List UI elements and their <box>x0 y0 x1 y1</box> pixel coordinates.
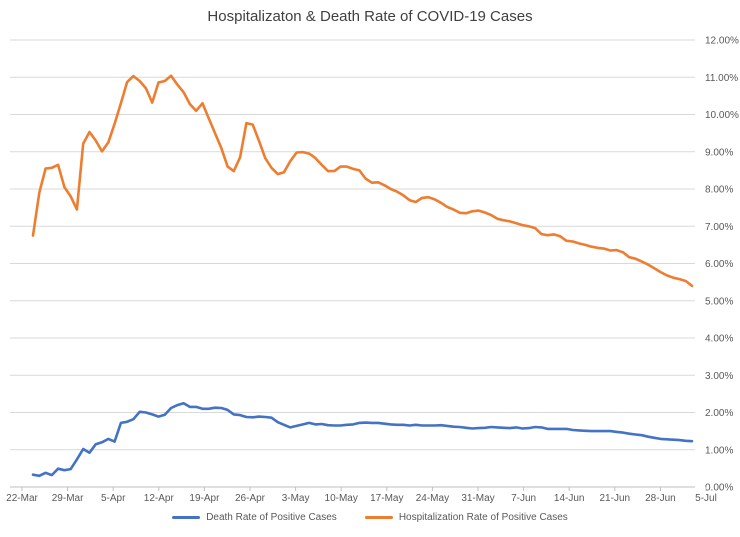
x-tick-label: 26-Apr <box>235 493 266 504</box>
x-tick-label: 28-Jun <box>645 493 676 504</box>
x-tick-label: 5-Jul <box>695 493 717 504</box>
x-tick-label: 7-Jun <box>511 493 536 504</box>
x-tick-label: 12-Apr <box>144 493 175 504</box>
y-tick-label: 9.00% <box>705 147 733 158</box>
y-tick-label: 5.00% <box>705 296 733 307</box>
y-tick-label: 10.00% <box>705 110 739 121</box>
x-tick-label: 19-Apr <box>189 493 220 504</box>
y-tick-label: 7.00% <box>705 222 733 233</box>
y-tick-label: 12.00% <box>705 36 739 47</box>
legend-item-death-rate: Death Rate of Positive Cases <box>172 512 337 523</box>
y-tick-label: 11.00% <box>705 73 738 84</box>
y-tick-label: 6.00% <box>705 259 733 270</box>
x-tick-label: 21-Jun <box>600 493 631 504</box>
legend-label-hospitalization-rate: Hospitalization Rate of Positive Cases <box>398 512 568 523</box>
legend-swatch-death-rate <box>172 516 201 519</box>
legend-item-hospitalization-rate: Hospitalization Rate of Positive Cases <box>364 512 568 523</box>
x-tick-label: 3-May <box>282 493 310 504</box>
x-tick-label: 14-Jun <box>554 493 585 504</box>
legend-label-death-rate: Death Rate of Positive Cases <box>206 512 337 523</box>
chart-title: Hospitalizaton & Death Rate of COVID-19 … <box>207 8 533 25</box>
legend: Death Rate of Positive Cases Hospitaliza… <box>0 512 740 523</box>
legend-swatch-hospitalization-rate <box>364 516 393 519</box>
x-tick-label: 10-May <box>325 493 358 504</box>
y-tick-label: 2.00% <box>705 408 733 419</box>
x-tick-label: 17-May <box>370 493 403 504</box>
x-tick-label: 24-May <box>416 493 449 504</box>
x-tick-label: 31-May <box>461 493 494 504</box>
x-tick-label: 29-Mar <box>52 493 84 504</box>
y-tick-label: 8.00% <box>705 185 733 196</box>
y-tick-label: 0.00% <box>705 483 733 494</box>
x-tick-label: 5-Apr <box>101 493 126 504</box>
y-tick-label: 3.00% <box>705 371 733 382</box>
x-tick-label: 22-Mar <box>6 493 38 504</box>
series-line-death-rate <box>31 401 694 478</box>
y-tick-label: 1.00% <box>705 445 733 456</box>
y-tick-label: 4.00% <box>705 334 733 345</box>
series-line-hospitalization-rate <box>31 74 694 288</box>
